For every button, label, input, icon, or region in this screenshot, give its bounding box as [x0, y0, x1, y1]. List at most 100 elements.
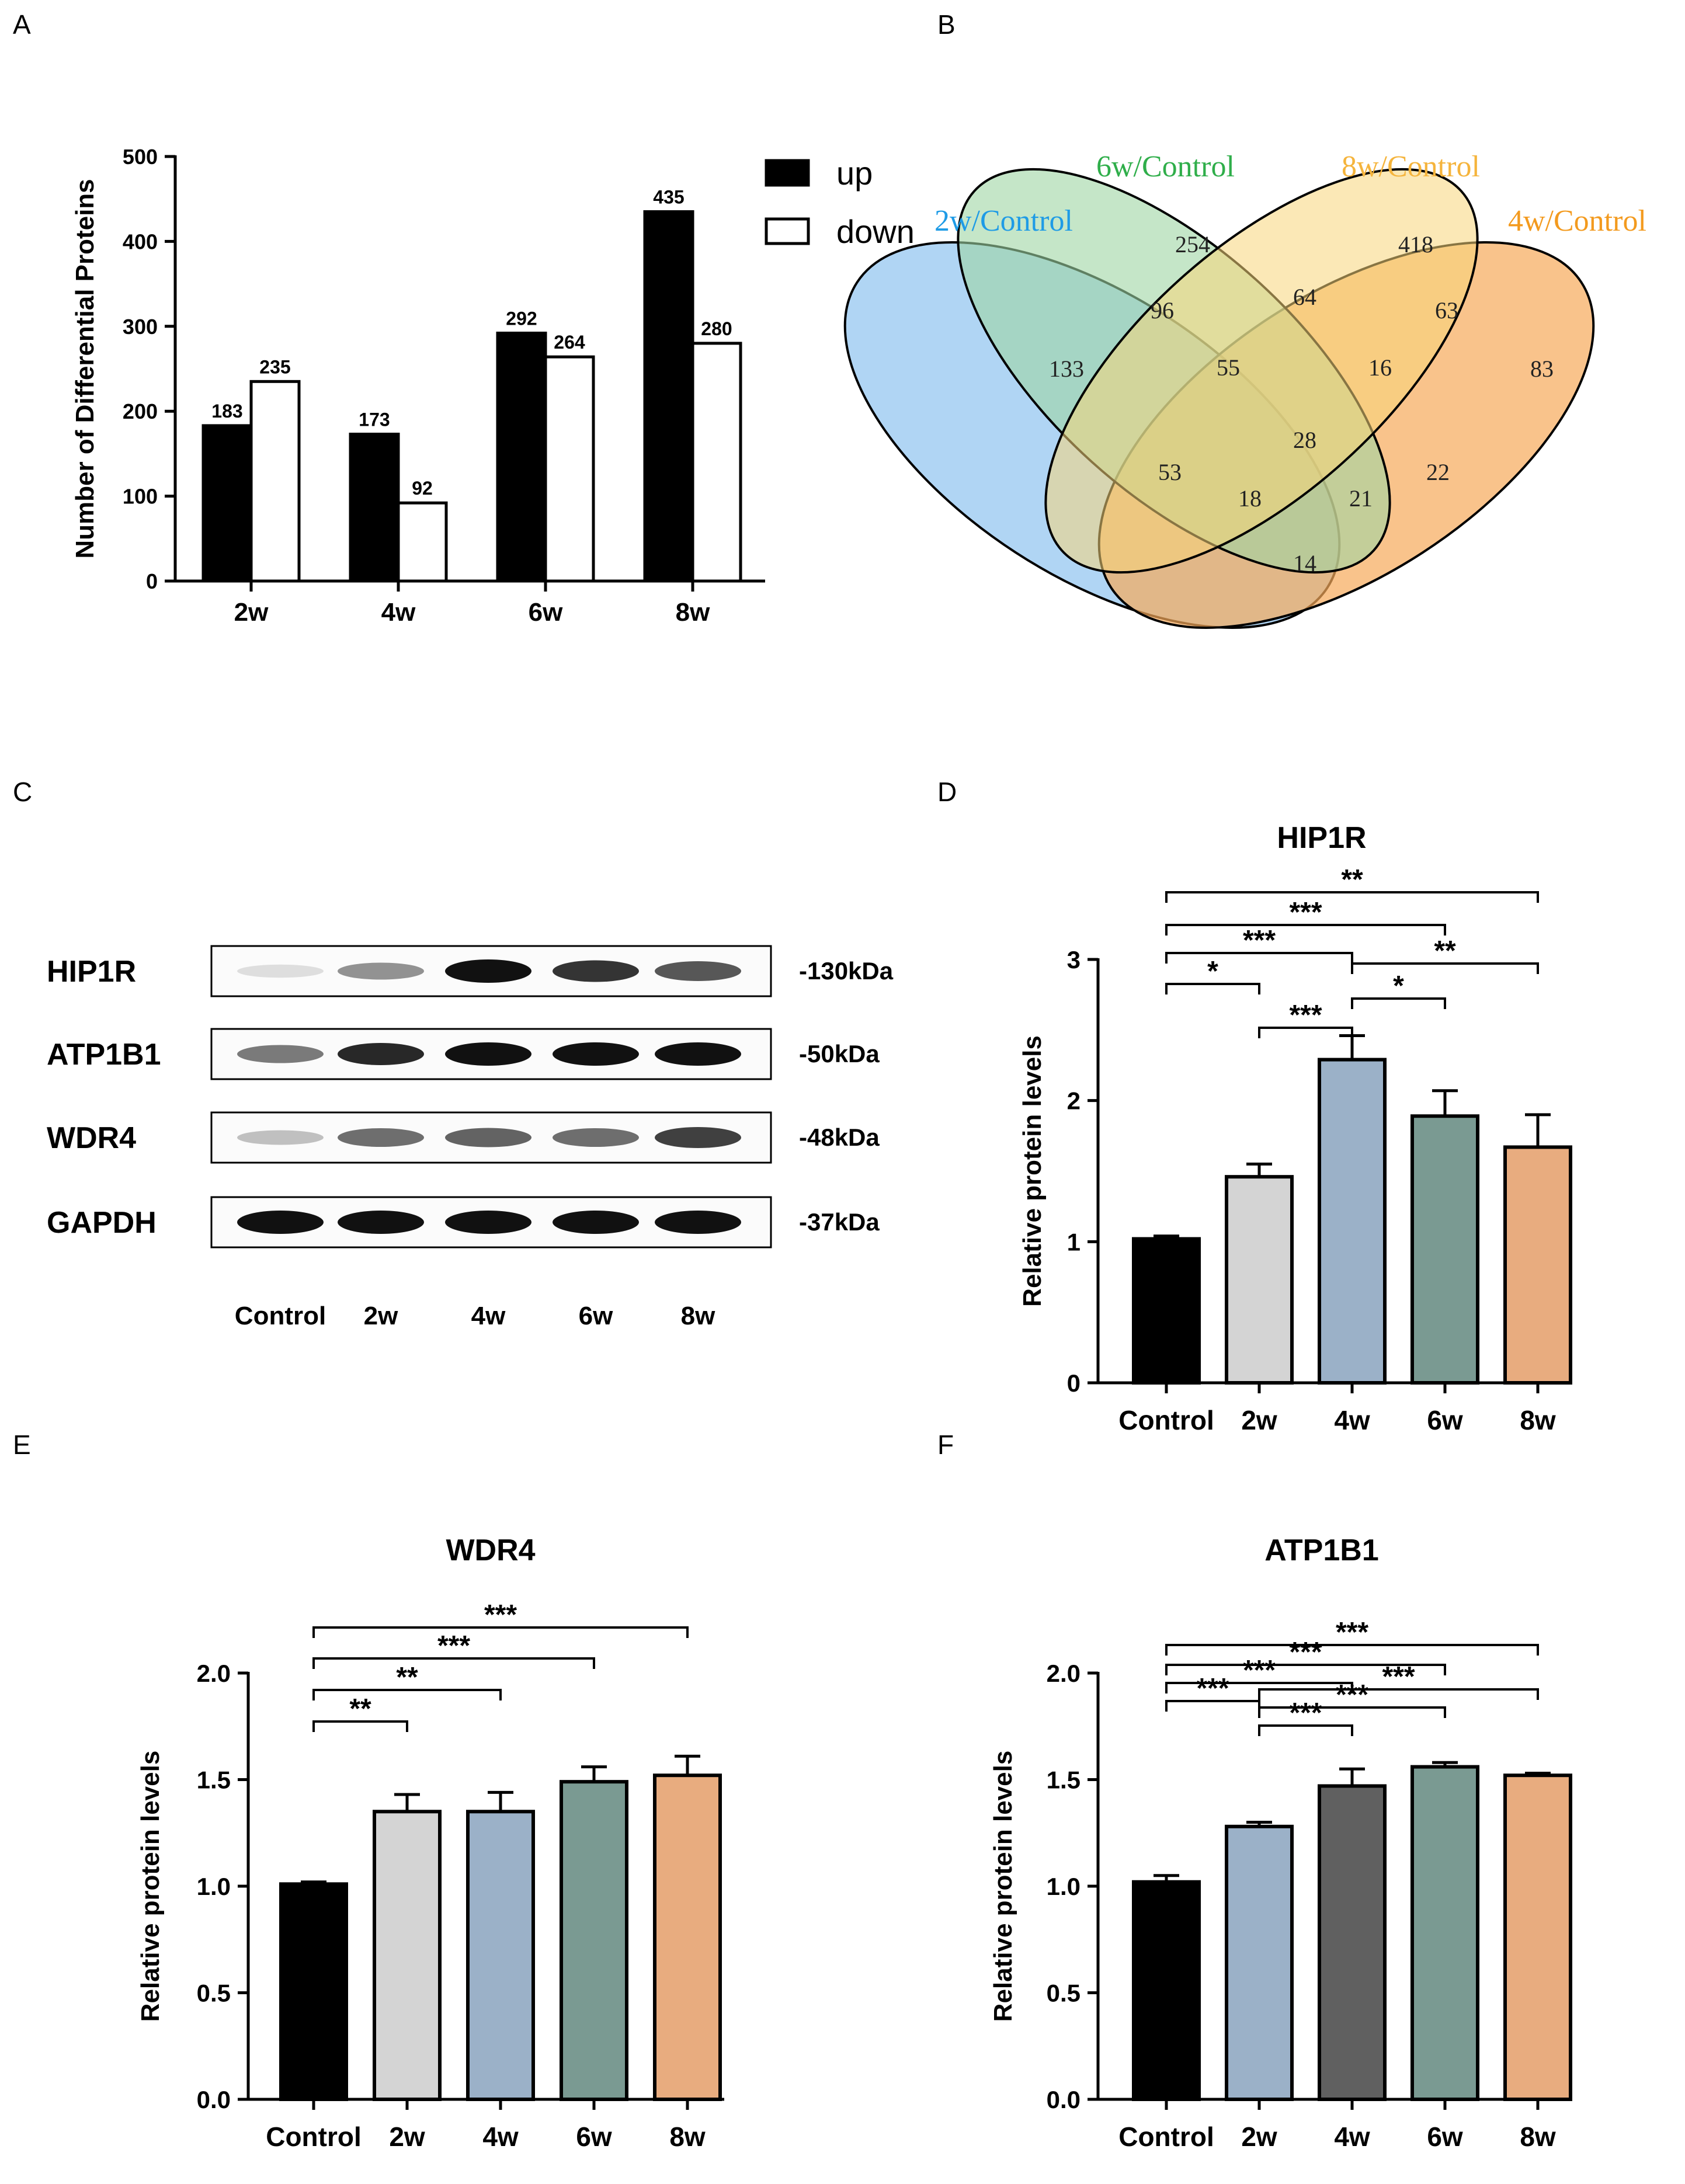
blot-protein-label: GAPDH — [47, 1206, 157, 1240]
blot-band — [445, 1211, 531, 1234]
x-tick-label: Control — [266, 2122, 362, 2152]
panel-label-a: A — [13, 9, 31, 40]
x-tick-label: 8w — [1520, 1405, 1556, 1435]
significance-label: *** — [437, 1630, 470, 1661]
blot-band — [338, 962, 424, 980]
significance-bracket — [312, 1689, 502, 1700]
venn-count: 133 — [1049, 356, 1084, 382]
bar-value-label: 435 — [653, 187, 684, 208]
blot-band — [445, 1128, 531, 1147]
significance-label: *** — [1196, 1673, 1229, 1704]
y-axis-title: Relative protein levels — [1018, 1035, 1047, 1307]
significance-bracket — [1258, 1027, 1353, 1038]
y-tick-label: 1.0 — [197, 1873, 231, 1900]
y-tick-label: 500 — [123, 145, 158, 169]
panel-label-d: D — [937, 777, 957, 807]
y-tick-label: 1 — [1067, 1228, 1081, 1256]
blot-band — [338, 1043, 424, 1065]
y-tick-label: 2 — [1067, 1087, 1081, 1115]
x-tick-label: 8w — [669, 2122, 706, 2152]
venn-set-8w — [1044, 168, 1479, 574]
y-tick-label: 0.0 — [197, 2086, 231, 2113]
y-tick-label: 3 — [1067, 946, 1081, 973]
bar-4w — [1318, 1058, 1387, 1385]
chart-title: ATP1B1 — [1264, 1533, 1379, 1567]
venn-count: 254 — [1175, 231, 1210, 258]
x-tick-label: 6w — [1427, 1405, 1463, 1435]
significance-label: *** — [1289, 1000, 1322, 1031]
blot-size-label: -130kDa — [799, 957, 894, 985]
x-tick-label: 8w — [676, 598, 710, 627]
blot-band — [655, 1127, 741, 1148]
blot-size-label: -37kDa — [799, 1208, 880, 1236]
venn-count: 63 — [1435, 297, 1458, 324]
venn-count: 55 — [1217, 354, 1240, 381]
bar-value-label: 173 — [359, 409, 390, 430]
blot-protein-label: ATP1B1 — [47, 1038, 161, 1072]
panel-f-bar-chart: ATP1B1 0.0 0.5 1.0 1.5 2.0 Relative protein le… — [989, 1533, 1572, 2152]
venn-count: 18 — [1238, 485, 1262, 512]
panel-b-venn: 2w/Control 6w/Control 8w/Control 4w/Cont… — [843, 150, 1646, 629]
x-tick-label: 6w — [1427, 2122, 1463, 2152]
bar-up-2w — [201, 424, 253, 583]
blot-lane-label: 8w — [681, 1302, 715, 1330]
bar-8w — [1503, 1145, 1572, 1385]
venn-count: 53 — [1158, 459, 1182, 485]
x-tick-label: 2w — [234, 598, 269, 627]
blot-lane-label: 4w — [471, 1302, 506, 1330]
y-tick-label: 200 — [123, 399, 158, 423]
legend-label-up: up — [836, 155, 873, 192]
blot-size-label: -50kDa — [799, 1040, 880, 1067]
bar-Control — [1132, 1237, 1201, 1385]
blot-band — [445, 959, 531, 983]
venn-count: 14 — [1293, 550, 1316, 576]
blot-band — [553, 960, 639, 982]
panel-label-e: E — [13, 1430, 31, 1460]
blot-protein-label: WDR4 — [47, 1121, 136, 1155]
venn-count: 64 — [1293, 284, 1316, 310]
y-tick-label: 300 — [123, 315, 158, 339]
significance-label: *** — [1382, 1661, 1415, 1692]
bar-value-label: 235 — [259, 356, 290, 377]
blot-band — [237, 964, 324, 978]
venn-label-6w: 6w/Control — [1096, 150, 1235, 183]
significance-bracket — [312, 1626, 689, 1638]
bar-8w — [653, 1773, 722, 2101]
x-tick-label: 8w — [1520, 2122, 1556, 2152]
bar-down-2w — [249, 380, 301, 583]
bar-up-8w — [643, 210, 694, 583]
y-tick-label: 1.5 — [1047, 1766, 1081, 1794]
y-tick-label: 2.0 — [1047, 1660, 1081, 1687]
venn-label-8w: 8w/Control — [1342, 150, 1480, 183]
y-tick-label: 2.0 — [197, 1660, 231, 1687]
y-tick-label: 0 — [1067, 1369, 1081, 1397]
bar-value-label: 92 — [412, 478, 433, 499]
bar-Control — [1132, 1880, 1201, 2101]
venn-count: 83 — [1530, 356, 1554, 382]
x-tick-label: 2w — [1241, 2122, 1277, 2152]
x-tick-label: Control — [1118, 1405, 1214, 1435]
y-tick-label: 0.5 — [1047, 1980, 1081, 2007]
significance-label: ** — [1341, 864, 1363, 895]
chart-title: WDR4 — [446, 1533, 535, 1567]
significance-label: * — [1207, 956, 1218, 987]
blot-band — [655, 961, 741, 981]
blot-band — [338, 1211, 424, 1234]
blot-lane-label: Control — [235, 1302, 326, 1330]
venn-count: 96 — [1151, 297, 1174, 324]
bar-value-label: 280 — [701, 318, 732, 339]
blot-band — [655, 1211, 741, 1234]
bar-up-4w — [349, 432, 400, 583]
legend-swatch-up — [765, 159, 810, 187]
significance-bracket — [1165, 1644, 1539, 1656]
venn-label-2w: 2w/Control — [934, 204, 1073, 238]
significance-label: *** — [484, 1599, 517, 1630]
significance-label: *** — [1289, 1698, 1322, 1729]
significance-label: *** — [1243, 1655, 1276, 1686]
significance-bracket — [1165, 983, 1260, 994]
bar-6w — [560, 1780, 628, 2101]
blot-band — [655, 1042, 741, 1066]
bar-Control — [279, 1882, 348, 2102]
venn-count: 21 — [1349, 485, 1373, 512]
x-tick-label: 6w — [529, 598, 563, 627]
